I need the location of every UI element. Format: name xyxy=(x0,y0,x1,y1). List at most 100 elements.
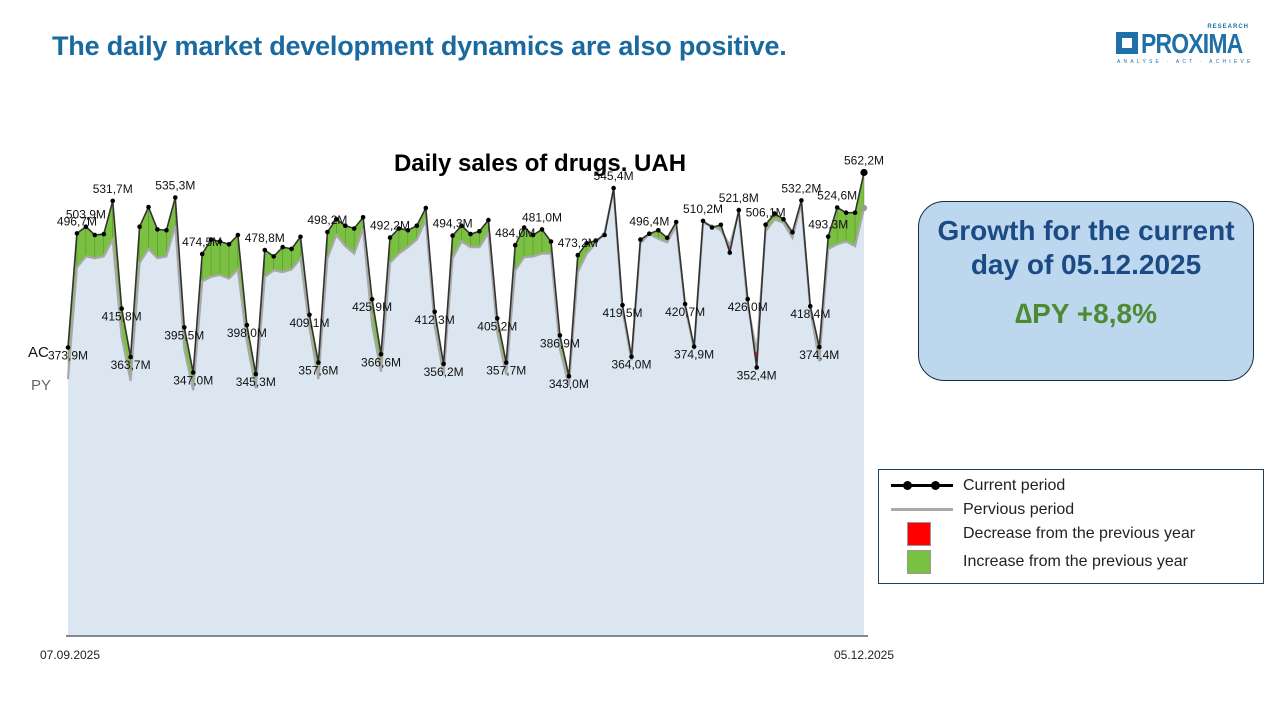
current-point xyxy=(387,235,393,240)
current-point xyxy=(539,227,545,232)
data-label: 474,5M xyxy=(182,235,222,249)
data-label: 398,0M xyxy=(227,326,267,340)
data-label: 473,2M xyxy=(558,236,598,250)
current-point xyxy=(343,223,348,228)
data-label: 545,4M xyxy=(594,169,634,183)
previous-area xyxy=(68,190,864,636)
data-label: 366,6M xyxy=(361,355,401,369)
data-label: 357,7M xyxy=(486,364,526,378)
current-point xyxy=(682,301,688,307)
legend-item-increase: Increase from the previous year xyxy=(879,548,1263,574)
current-point xyxy=(566,373,572,379)
current-point xyxy=(817,344,822,350)
previous-line-swatch xyxy=(891,508,953,511)
current-point xyxy=(235,232,241,238)
data-label: 494,3M xyxy=(433,217,473,231)
current-point xyxy=(781,216,786,222)
data-label: 352,4M xyxy=(737,368,777,382)
legend-item-current: Current period xyxy=(879,472,1263,498)
data-label: 498,2M xyxy=(307,213,347,227)
current-point xyxy=(271,254,277,259)
current-point xyxy=(253,371,259,377)
growth-heading: Growth for the current day of 05.12.2025 xyxy=(937,215,1235,280)
current-point xyxy=(860,168,868,177)
current-point xyxy=(825,234,831,239)
current-point xyxy=(790,229,795,235)
current-point xyxy=(450,233,455,238)
data-label: 364,0M xyxy=(611,358,651,372)
current-point xyxy=(83,224,89,229)
current-point xyxy=(620,302,625,308)
previous-period-line xyxy=(66,190,866,391)
data-label: 478,8M xyxy=(245,231,285,245)
data-label: 425,9M xyxy=(352,300,392,314)
data-label: 521,8M xyxy=(719,191,759,205)
data-label: 343,0M xyxy=(549,377,589,391)
current-point xyxy=(280,244,286,250)
chart-title: Daily sales of drugs. UAH xyxy=(393,150,687,177)
data-label: 562,2M xyxy=(844,154,884,168)
legend-item-previous: Pervious period xyxy=(879,496,1263,522)
current-point xyxy=(843,210,849,215)
current-point xyxy=(74,231,80,236)
current-point xyxy=(593,238,598,243)
data-label: 418,4M xyxy=(790,307,830,321)
data-label: 373,9M xyxy=(48,349,88,363)
current-point xyxy=(602,232,607,238)
data-label: 415,8M xyxy=(102,310,142,324)
growth-value: ∆PY +8,8% xyxy=(1015,298,1157,329)
current-point xyxy=(146,204,151,210)
proxima-logo: RESEARCH PROXIMA ANALYSE · ACT · ACHIEVE xyxy=(1115,24,1255,68)
current-point xyxy=(226,242,232,247)
current-point xyxy=(396,226,402,231)
current-point xyxy=(101,231,107,237)
increase-swatch xyxy=(907,550,931,574)
current-point xyxy=(182,325,187,330)
series-label-py: PY xyxy=(31,377,51,394)
current-point xyxy=(512,242,518,248)
current-point xyxy=(763,222,768,227)
current-point xyxy=(584,241,589,246)
current-period-line xyxy=(67,172,865,377)
current-point xyxy=(65,345,71,350)
current-point xyxy=(208,237,214,242)
data-label: 503,9M xyxy=(66,208,106,222)
current-point xyxy=(119,306,124,311)
current-point xyxy=(414,223,420,228)
current-point xyxy=(110,198,115,204)
current-point xyxy=(325,229,330,235)
page-title: The daily market development dynamics ar… xyxy=(52,31,787,61)
current-point xyxy=(673,219,679,225)
current-point xyxy=(727,250,733,255)
data-label: 409,1M xyxy=(289,316,329,330)
current-point xyxy=(298,234,303,240)
increase-band xyxy=(282,246,292,273)
data-label: 386,9M xyxy=(540,336,580,350)
current-point xyxy=(521,225,527,230)
data-label: 531,7M xyxy=(93,182,133,196)
current-point xyxy=(423,205,429,211)
current-point xyxy=(477,229,482,234)
current-point xyxy=(548,239,554,244)
logo-mark-icon xyxy=(1116,32,1138,54)
current-point xyxy=(709,225,715,230)
current-point xyxy=(262,247,268,253)
growth-callout: Growth for the current day of 05.12.2025… xyxy=(918,201,1254,381)
data-label: 395,5M xyxy=(164,328,204,342)
current-point xyxy=(557,333,563,338)
current-point xyxy=(199,251,205,257)
current-point xyxy=(718,222,724,228)
current-point xyxy=(611,185,616,191)
current-point xyxy=(799,198,804,203)
data-label: 419,5M xyxy=(603,306,643,320)
current-line-swatch xyxy=(891,481,953,490)
current-point xyxy=(405,228,411,233)
current-point xyxy=(92,232,98,238)
current-point xyxy=(307,312,312,318)
current-point xyxy=(754,365,759,370)
data-label: 426,0M xyxy=(728,300,768,314)
current-point xyxy=(503,360,509,365)
data-label: 524,6M xyxy=(817,188,857,202)
current-point xyxy=(360,215,366,220)
data-label: 492,2M xyxy=(370,219,410,233)
